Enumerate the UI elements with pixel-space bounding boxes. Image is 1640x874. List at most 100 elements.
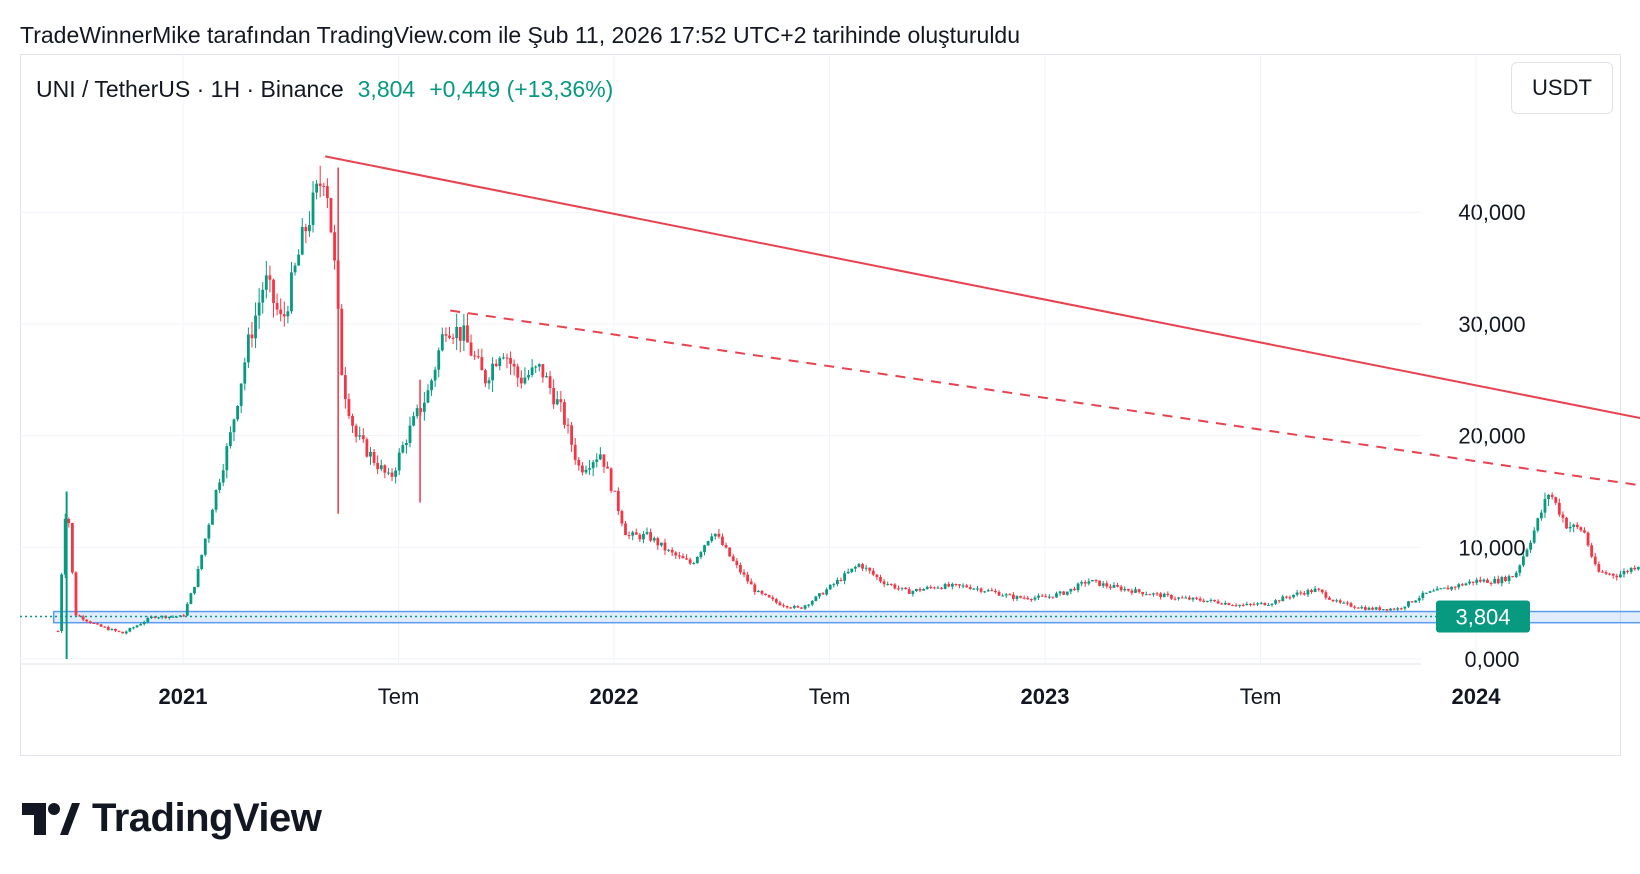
candle-body bbox=[818, 593, 821, 597]
trendline-solid bbox=[325, 155, 1640, 420]
candle-body bbox=[491, 363, 495, 381]
candle-body bbox=[922, 588, 926, 591]
candle-body bbox=[1385, 609, 1389, 611]
candle-body bbox=[1033, 597, 1037, 600]
candle-body bbox=[498, 358, 502, 367]
candle-body bbox=[282, 314, 286, 317]
candle-body bbox=[1371, 607, 1374, 610]
candle-body bbox=[634, 532, 638, 535]
candle-body bbox=[994, 590, 997, 592]
candle-body bbox=[311, 192, 315, 225]
candle-body bbox=[771, 597, 775, 600]
candle-body bbox=[193, 586, 196, 594]
candle-body bbox=[681, 555, 685, 559]
currency-button[interactable]: USDT bbox=[1511, 62, 1613, 114]
candle-body bbox=[167, 616, 171, 619]
candle-body bbox=[132, 627, 135, 629]
candle-body bbox=[1058, 591, 1062, 594]
candle-body bbox=[74, 572, 78, 616]
candle-body bbox=[121, 631, 125, 634]
candle-body bbox=[904, 587, 908, 590]
candle-body bbox=[656, 538, 660, 546]
candle-body bbox=[480, 357, 484, 371]
candle-body bbox=[1407, 601, 1410, 607]
candle-body bbox=[1098, 580, 1101, 586]
candle-body bbox=[354, 425, 358, 437]
candle-body bbox=[1547, 494, 1550, 500]
x-tick-label: Tem bbox=[809, 684, 851, 709]
candle-body bbox=[185, 604, 189, 616]
candle-body bbox=[1633, 567, 1637, 570]
candle-body bbox=[261, 289, 265, 303]
candle-body bbox=[426, 390, 430, 403]
candle-body bbox=[850, 568, 854, 572]
candle-body bbox=[1608, 573, 1612, 575]
candle-body bbox=[986, 590, 990, 592]
candle-body bbox=[792, 605, 796, 608]
candle-body bbox=[1116, 585, 1119, 587]
candle-body bbox=[351, 415, 354, 426]
tradingview-logo[interactable]: TradingView bbox=[22, 796, 322, 841]
candle-body bbox=[1270, 603, 1274, 605]
candle-body bbox=[1579, 527, 1583, 531]
candle-body bbox=[1439, 588, 1443, 590]
candle-body bbox=[1500, 577, 1504, 584]
candle-body bbox=[1626, 571, 1629, 573]
candle-body bbox=[462, 325, 466, 341]
candle-body bbox=[1011, 594, 1015, 599]
candle-body bbox=[739, 564, 742, 573]
candle-body bbox=[652, 538, 656, 541]
candle-body bbox=[548, 376, 552, 388]
candle-body bbox=[1522, 556, 1525, 566]
candle-body bbox=[1557, 502, 1561, 515]
candle-body bbox=[78, 615, 81, 617]
candle-body bbox=[1292, 594, 1295, 598]
candle-body bbox=[1363, 607, 1367, 610]
candle-body bbox=[1590, 545, 1594, 557]
candle-body bbox=[1331, 599, 1335, 602]
candle-body bbox=[846, 571, 850, 574]
candle-body bbox=[958, 584, 961, 586]
candle-body bbox=[609, 468, 613, 491]
candle-body bbox=[796, 605, 800, 608]
candle-body bbox=[961, 585, 965, 587]
candle-body bbox=[879, 577, 882, 582]
candle-body bbox=[243, 362, 247, 384]
candle-body bbox=[1198, 598, 1202, 601]
candle-body bbox=[631, 532, 635, 536]
candle-body bbox=[703, 545, 706, 553]
candle-body bbox=[915, 589, 918, 592]
candle-body bbox=[1256, 603, 1260, 605]
candle-body bbox=[735, 560, 739, 565]
candle-body bbox=[85, 619, 89, 622]
candle-body bbox=[1353, 606, 1357, 608]
candle-body bbox=[814, 596, 818, 601]
candle-body bbox=[329, 198, 333, 233]
candle-body bbox=[1015, 596, 1019, 599]
candle-body bbox=[580, 465, 584, 473]
candle-body bbox=[412, 416, 415, 426]
candle-body bbox=[1381, 609, 1385, 611]
candle-body bbox=[677, 555, 681, 557]
candle-body bbox=[749, 581, 753, 585]
candle-body bbox=[1317, 588, 1321, 590]
candle-body bbox=[1144, 594, 1148, 596]
x-tick-label: Tem bbox=[1240, 684, 1282, 709]
symbol-legend: UNI / TetherUS · 1H · Binance 3,804 +0,4… bbox=[36, 76, 613, 103]
candle-body bbox=[268, 275, 272, 280]
symbol-label[interactable]: UNI / TetherUS · 1H · Binance bbox=[36, 76, 344, 102]
candle-body bbox=[1137, 589, 1141, 593]
candle-body bbox=[742, 572, 746, 575]
candle-body bbox=[713, 533, 717, 537]
candle-body bbox=[203, 538, 207, 555]
candle-body bbox=[584, 469, 588, 473]
candle-body bbox=[114, 628, 117, 631]
candle-body bbox=[92, 623, 96, 625]
candle-body bbox=[1073, 588, 1076, 591]
candle-body bbox=[843, 573, 846, 581]
candle-body bbox=[433, 369, 437, 381]
candle-body bbox=[1464, 583, 1468, 586]
candle-body bbox=[1460, 584, 1464, 586]
candle-body bbox=[1087, 581, 1091, 584]
